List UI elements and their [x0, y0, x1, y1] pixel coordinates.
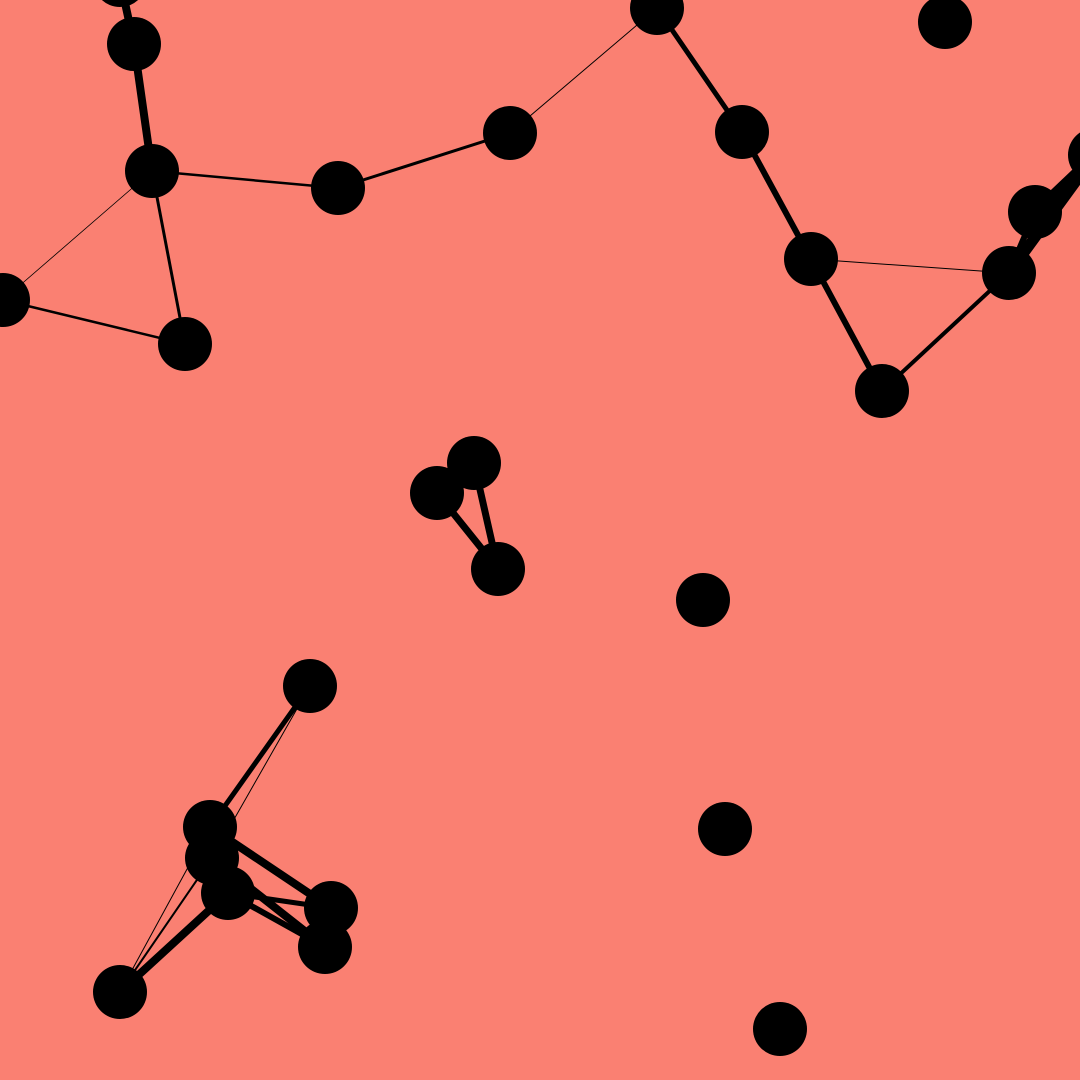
graph-node-1 [101, 0, 139, 7]
graph-node-5 [483, 106, 537, 160]
graph-node-20 [283, 659, 337, 713]
graph-edge-4 [336, 131, 512, 190]
graph-edge-14 [2, 170, 153, 301]
graph-edge-16 [1, 298, 187, 346]
graph-edge-30 [119, 857, 213, 993]
graph-node-17 [410, 466, 464, 520]
graph-node-26 [93, 965, 147, 1019]
graph-node-8 [784, 232, 838, 286]
graph-nodes [0, 0, 1080, 1056]
graph-node-15 [158, 317, 212, 371]
graph-node-12 [1068, 132, 1080, 178]
graph-node-27 [698, 802, 752, 856]
graph-edge-9 [880, 271, 1011, 393]
graph-edge-5 [509, 7, 658, 134]
graph-node-14 [0, 273, 30, 327]
graph-node-25 [298, 920, 352, 974]
graph-node-9 [855, 364, 909, 418]
graph-edge-20 [207, 683, 313, 830]
graph-edge-3 [150, 169, 340, 190]
graph-node-3 [125, 144, 179, 198]
graph-node-2 [107, 17, 161, 71]
graph-node-6 [630, 0, 684, 35]
graph-node-4 [311, 161, 365, 215]
graph-node-18 [471, 542, 525, 596]
graph-node-23 [201, 866, 255, 920]
graph-edge-15 [150, 169, 187, 346]
graph-node-11 [1008, 185, 1062, 239]
graph-node-13 [918, 0, 972, 49]
graph-node-16 [447, 436, 501, 490]
graph-node-10 [982, 246, 1036, 300]
graph-node-28 [753, 1002, 807, 1056]
graph-edge-13 [810, 258, 1010, 274]
graph-node-19 [676, 573, 730, 627]
graph-node-7 [715, 105, 769, 159]
